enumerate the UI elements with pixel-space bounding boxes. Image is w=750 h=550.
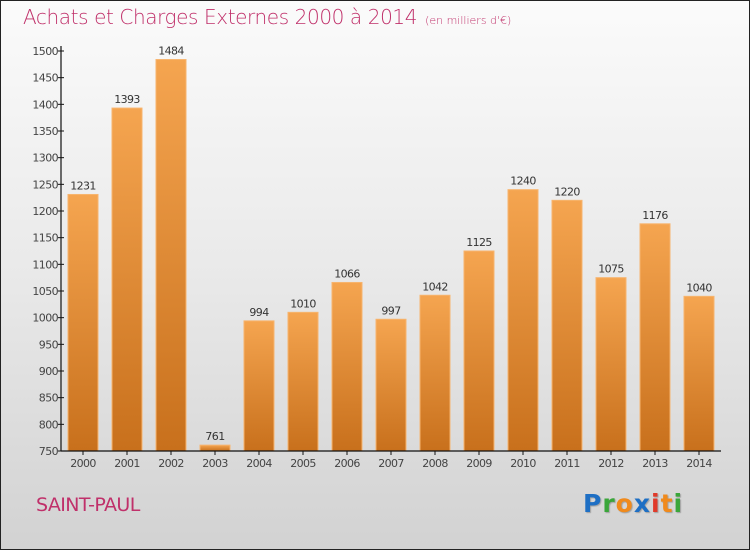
bar-2009: [463, 250, 495, 452]
logo-letter: o: [615, 489, 634, 518]
y-tick-label-1450: 1450: [32, 72, 58, 85]
chart-subtitle: (en milliers d'€): [425, 14, 512, 27]
y-tick-label-1300: 1300: [32, 152, 58, 165]
value-label-2006: 1066: [334, 267, 360, 280]
x-tick-label-2010: 2010: [510, 457, 536, 470]
y-tick-label-750: 750: [39, 445, 59, 458]
bar-2007: [375, 318, 407, 452]
x-tick-label-2007: 2007: [378, 457, 404, 470]
logo-letter: i: [651, 489, 661, 518]
logo-letter: r: [602, 489, 616, 518]
value-label-2003: 761: [205, 430, 224, 443]
value-label-2010: 1240: [510, 175, 536, 188]
y-tick-label-1400: 1400: [32, 98, 58, 111]
y-tick-label-1200: 1200: [32, 205, 58, 218]
bar-2008: [419, 294, 451, 452]
value-label-2004: 994: [249, 306, 269, 319]
x-tick-label-2001: 2001: [114, 457, 140, 470]
y-tick-label-1050: 1050: [32, 285, 58, 298]
x-tick-label-2013: 2013: [642, 457, 668, 470]
x-tick-label-2002: 2002: [158, 457, 184, 470]
y-tick-label-850: 850: [39, 392, 59, 405]
value-label-2008: 1042: [422, 280, 448, 293]
y-tick-label-1000: 1000: [32, 312, 58, 325]
y-tick-label-900: 900: [39, 365, 59, 378]
y-tick-label-950: 950: [39, 338, 59, 351]
value-label-2013: 1176: [642, 209, 668, 222]
bar-2012: [595, 277, 627, 452]
y-tick-label-800: 800: [39, 418, 59, 431]
proxiti-logo[interactable]: Proxiti: [583, 489, 683, 518]
x-tick-label-2009: 2009: [466, 457, 492, 470]
value-label-2005: 1010: [290, 297, 316, 310]
y-tick-label-1150: 1150: [32, 232, 58, 245]
city-name: SAINT-PAUL: [36, 494, 140, 516]
x-tick-label-2014: 2014: [686, 457, 712, 470]
x-tick-label-2003: 2003: [202, 457, 228, 470]
bar-2005: [287, 311, 319, 452]
x-tick-label-2011: 2011: [554, 457, 580, 470]
bar-2000: [67, 193, 99, 452]
value-label-2014: 1040: [686, 281, 712, 294]
value-label-2007: 997: [381, 304, 401, 317]
value-label-2011: 1220: [554, 185, 580, 198]
bar-2011: [551, 199, 583, 452]
x-tick-label-2006: 2006: [334, 457, 360, 470]
logo-letter: x: [633, 489, 651, 518]
y-tick-label-1250: 1250: [32, 178, 58, 191]
x-tick-label-2008: 2008: [422, 457, 448, 470]
value-label-2000: 1231: [70, 179, 96, 192]
y-tick-label-1500: 1500: [32, 45, 58, 58]
bar-2010: [507, 189, 539, 452]
y-tick-label-1350: 1350: [32, 125, 58, 138]
value-label-2002: 1484: [158, 45, 184, 58]
x-tick-label-2012: 2012: [598, 457, 624, 470]
logo-letter: i: [673, 489, 684, 518]
x-tick-label-2000: 2000: [70, 457, 96, 470]
x-tick-label-2005: 2005: [290, 457, 316, 470]
logo-letter: P: [583, 489, 603, 518]
bar-2001: [111, 107, 143, 452]
chart-title-text: Achats et Charges Externes 2000 à 2014: [23, 5, 418, 29]
bar-2003: [199, 444, 231, 452]
bar-2004: [243, 320, 275, 452]
chart-title: Achats et Charges Externes 2000 à 2014 (e…: [23, 5, 511, 29]
bar-2013: [639, 223, 671, 452]
logo-letter: t: [660, 489, 674, 518]
x-tick-label-2004: 2004: [246, 457, 272, 470]
value-label-2012: 1075: [598, 263, 624, 276]
y-tick-label-1100: 1100: [32, 258, 58, 271]
value-label-2001: 1393: [114, 93, 140, 106]
value-label-2009: 1125: [466, 236, 492, 249]
bar-2002: [155, 59, 187, 452]
bar-2006: [331, 281, 363, 452]
bar-2014: [683, 295, 715, 452]
